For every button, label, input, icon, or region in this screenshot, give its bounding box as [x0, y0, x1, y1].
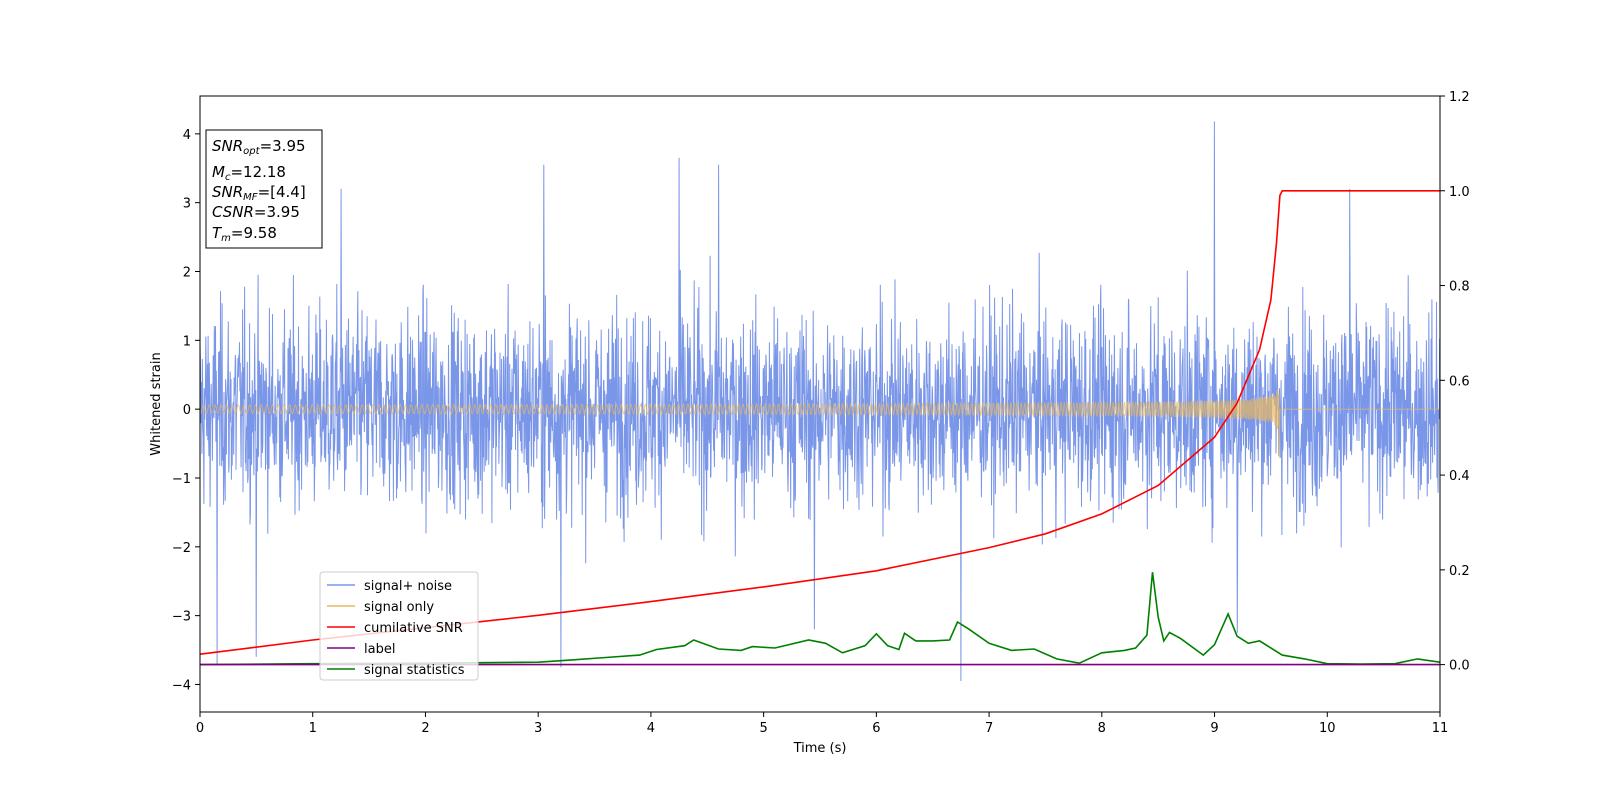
y-left-tick-label: 3	[183, 197, 191, 212]
y-right-tick-label: 0.6	[1449, 374, 1470, 389]
legend-frame	[319, 571, 479, 681]
y-left-tick-label: −4	[172, 678, 191, 693]
y-left-tick-label: −3	[172, 610, 191, 625]
info-snr-mf: SNRMF=[4.4]	[212, 183, 306, 203]
y-right-tick-label: 0.2	[1449, 564, 1470, 579]
info-box-frame	[205, 129, 323, 249]
x-tick-label: 4	[647, 721, 655, 736]
plot-frame	[199, 95, 1441, 713]
x-tick-label: 8	[1098, 721, 1106, 736]
y-right-tick-label: 0.4	[1449, 469, 1470, 484]
legend: signal+ noise signal only cumilative SNR…	[319, 571, 479, 681]
y-right-tick-label: 1.0	[1449, 185, 1470, 200]
series-signal-statistics-line	[200, 572, 1440, 666]
x-tick-label: 5	[759, 721, 767, 736]
y-left-tick-label: 2	[183, 266, 191, 281]
x-tick-label: 11	[1432, 721, 1449, 736]
x-axis-label: Time (s)	[793, 741, 847, 756]
x-tick-label: 2	[421, 721, 429, 736]
y-left-tick-label: −2	[172, 541, 191, 556]
legend-label-signal-statistics: signal statistics	[364, 663, 465, 678]
x-tick-label: 3	[534, 721, 542, 736]
y-left-tick-label: −1	[172, 472, 191, 487]
y-right-tick-label: 0.8	[1449, 280, 1470, 295]
y-right-tick-label: 1.2	[1449, 90, 1470, 105]
info-mc: Mc=12.18	[212, 163, 286, 183]
y-right-tick-label: 0.0	[1449, 659, 1470, 674]
legend-label-label: label	[364, 642, 395, 657]
legend-label-signal-noise: signal+ noise	[364, 579, 452, 594]
x-tick-label: 1	[309, 721, 317, 736]
x-tick-label: 0	[196, 721, 204, 736]
info-box: SNRopt=3.95 Mc=12.18 SNRMF=[4.4] CSNR=3.…	[205, 129, 323, 249]
info-snr-opt: SNRopt=3.95	[212, 137, 306, 157]
info-csnr: CSNR=3.95	[212, 203, 300, 221]
x-tick-label: 10	[1319, 721, 1336, 736]
series-layer	[200, 121, 1440, 682]
x-tick-label: 9	[1210, 721, 1218, 736]
legend-label-cumulative-snr: cumilative SNR	[364, 621, 463, 636]
y-left-tick-label: 4	[183, 128, 191, 143]
info-tm: Tm=9.58	[212, 224, 277, 244]
y-axis-label: Whitened strain	[149, 352, 164, 455]
series-signal-noise-line	[200, 121, 1440, 682]
legend-label-signal-only: signal only	[364, 600, 434, 615]
series-signal-only-line	[200, 388, 1440, 458]
y-left-tick-label: 1	[183, 334, 191, 349]
ticks-layer: 0 1 2 3 4 5 6 7 8 9 10 11 −4 −3 −2 −1 0 1 2 3 4 0.0 0.2 0.4 0.6 0…	[172, 90, 1470, 736]
y-left-tick-label: 0	[183, 403, 191, 418]
series-cumulative-snr-line	[200, 190, 1440, 655]
x-tick-label: 7	[985, 721, 993, 736]
x-tick-label: 6	[872, 721, 880, 736]
